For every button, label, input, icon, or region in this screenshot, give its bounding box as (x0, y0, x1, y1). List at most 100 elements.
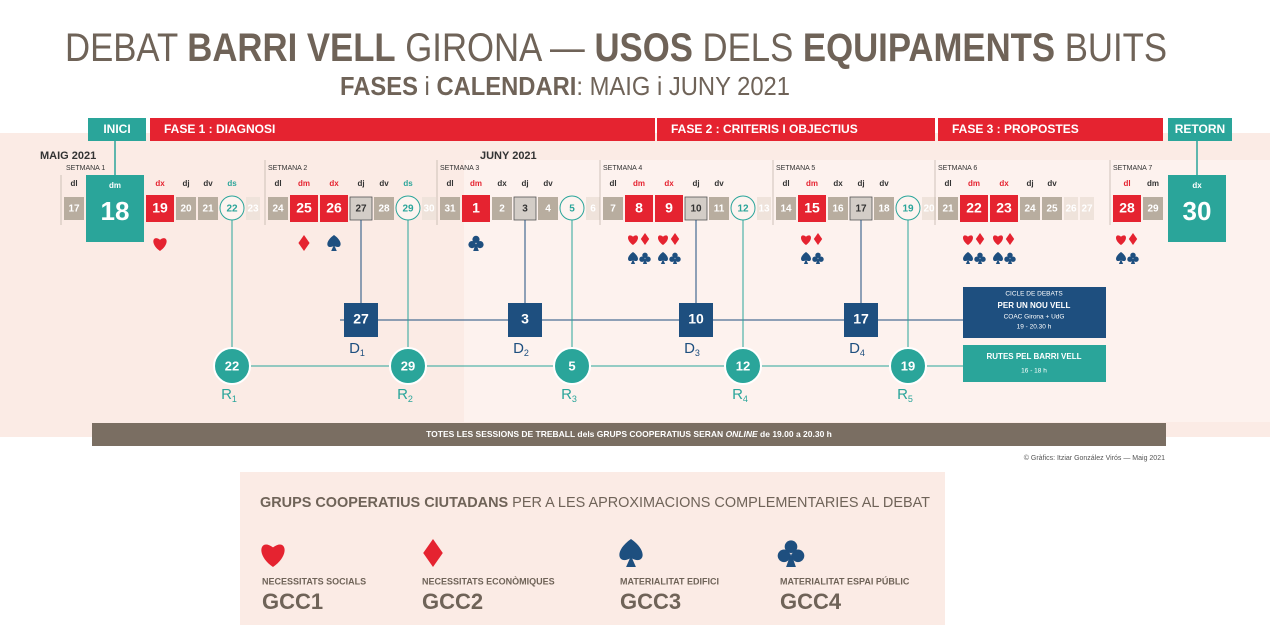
day-cell (757, 197, 771, 220)
stem (630, 259, 636, 264)
day-cell (776, 197, 796, 220)
day-number: 25 (296, 200, 312, 216)
route-letter: R (732, 386, 743, 403)
subtitle-part: CALENDARI (436, 71, 576, 101)
day-cell (268, 197, 288, 220)
weekday: dl (609, 179, 616, 188)
heart (153, 238, 167, 251)
day-number: 3 (522, 204, 528, 215)
spade (628, 252, 638, 262)
day-number: 27 (1081, 204, 1093, 215)
group-code: GCC2 (422, 589, 483, 614)
suit-spade (963, 252, 973, 264)
stem (660, 259, 666, 264)
day-number: 9 (665, 200, 673, 216)
route-day: 19 (901, 358, 915, 373)
phase-label: RETORN (1175, 122, 1225, 136)
diamond (640, 233, 650, 245)
phase-label: FASE 3 : PROPOSTES (952, 122, 1079, 136)
day-number: 7 (610, 204, 616, 215)
route-day: 22 (225, 358, 239, 373)
day-number: 16 (832, 204, 844, 215)
route-label: R4 (732, 386, 748, 404)
spade (801, 252, 811, 262)
weekday: dv (714, 179, 724, 188)
weekday: dx (155, 179, 165, 188)
weekday: dm (109, 181, 121, 190)
route-circle (889, 347, 927, 385)
diamond (298, 235, 310, 251)
weekday: dv (203, 179, 213, 188)
day-number: 24 (272, 204, 284, 215)
day-number: 29 (1147, 204, 1159, 215)
day-number: 22 (226, 204, 238, 215)
weekday: dx (833, 179, 843, 188)
day-number: 19 (152, 200, 168, 216)
weekday: dv (879, 179, 889, 188)
suit-club (812, 252, 824, 264)
week-label: SETMANA 2 (268, 165, 307, 172)
title-part: GIRONA — (396, 26, 595, 70)
day-number: 31 (444, 204, 456, 215)
diamond (423, 539, 443, 567)
heart (658, 235, 668, 245)
stem (1130, 258, 1136, 264)
route-sub: 3 (572, 394, 577, 404)
day-cell (625, 195, 653, 222)
club-lobe (476, 241, 484, 249)
club-lobe (468, 241, 476, 249)
day-number: 18 (101, 196, 130, 226)
suit-spade (628, 252, 638, 264)
day-number: 15 (804, 200, 820, 216)
debates-info-line: PER UN NOU VELL (998, 301, 1071, 310)
stem (965, 259, 971, 264)
spade (963, 252, 973, 262)
group-name: MATERIALITAT ESPAI PÚBLIC (780, 575, 910, 586)
weekday: dx (1192, 181, 1202, 190)
debates-info-line: 19 - 20.30 h (1017, 324, 1052, 331)
weekday: dm (470, 179, 482, 188)
stem (473, 243, 479, 251)
phase-bar (938, 118, 1163, 141)
day-number: 2 (499, 204, 505, 215)
debate-label: D2 (513, 340, 529, 358)
suit-spade (801, 252, 811, 264)
day-cell (1113, 195, 1141, 222)
routes-info-line: RUTES PEL BARRI VELL (987, 352, 1082, 361)
day-cell (1064, 197, 1078, 220)
phase-bar (1168, 118, 1232, 141)
suit-heart (153, 238, 167, 251)
day-number: 10 (690, 204, 702, 215)
stem (672, 258, 678, 264)
phase-label: FASE 1 : DIAGNOSI (164, 122, 275, 136)
day-number: 12 (737, 204, 749, 215)
club-lobe (1130, 252, 1136, 258)
club-lobe (791, 549, 805, 563)
weekday: dv (1047, 179, 1057, 188)
club-lobe (1127, 256, 1133, 262)
debate-box (679, 303, 713, 337)
club-lobe (1133, 256, 1139, 262)
suit-heart (993, 235, 1003, 245)
weekday: dj (357, 179, 364, 188)
debate-box (844, 303, 878, 337)
route-label: R2 (397, 386, 413, 404)
route-sub: 2 (408, 394, 413, 404)
weekday: dl (70, 179, 77, 188)
day-cell (960, 195, 988, 222)
day-cell (603, 197, 623, 220)
weekday: dl (944, 179, 951, 188)
heart (801, 235, 811, 245)
route-day: 29 (401, 358, 415, 373)
day-big (1168, 175, 1226, 242)
debate-day: 3 (521, 311, 529, 327)
club-lobe (639, 256, 645, 262)
suit-diamond (640, 233, 650, 245)
suit-club (1004, 252, 1016, 264)
day-cell (1042, 197, 1062, 220)
day-number: 30 (1183, 196, 1212, 226)
day-number: 24 (1024, 204, 1036, 215)
club-lobe (818, 256, 824, 262)
diamond (1128, 233, 1138, 245)
footer-text-part: de 19.00 a 20.30 h (758, 429, 832, 439)
